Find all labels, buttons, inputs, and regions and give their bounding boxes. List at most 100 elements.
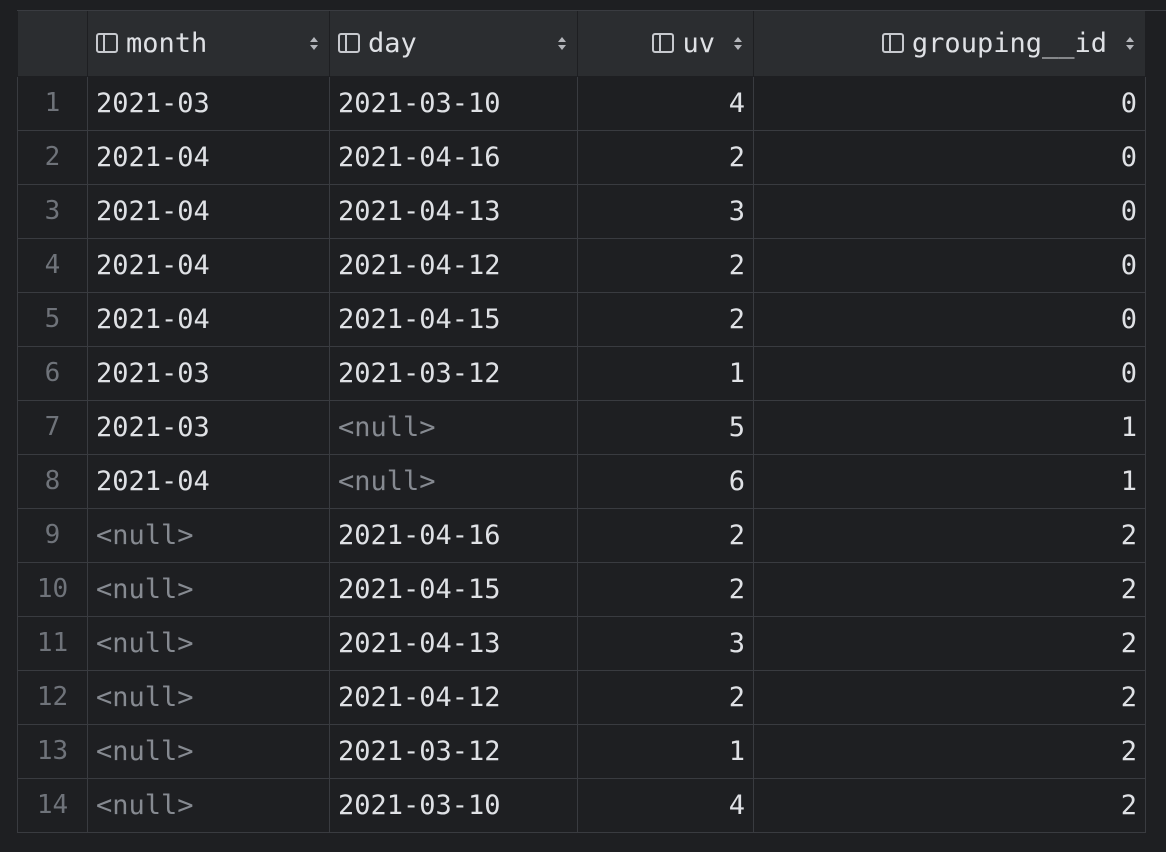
cell-grouping-id[interactable]: 2: [753, 777, 1146, 833]
column-header-label: day: [368, 27, 417, 59]
row-number: 1: [17, 75, 88, 131]
row-number: 9: [17, 507, 88, 563]
cell-day[interactable]: 2021-03-10: [329, 777, 578, 833]
cell-day[interactable]: <null>: [329, 453, 578, 509]
row-number: 2: [17, 129, 88, 185]
cell-day[interactable]: 2021-04-15: [329, 291, 578, 347]
row-number: 13: [17, 723, 88, 779]
cell-grouping-id[interactable]: 1: [753, 453, 1146, 509]
column-header-label: uv: [682, 27, 715, 59]
cell-uv[interactable]: 3: [577, 183, 754, 239]
cell-uv[interactable]: 5: [577, 399, 754, 455]
cell-day[interactable]: 2021-04-12: [329, 669, 578, 725]
cell-uv[interactable]: 4: [577, 75, 754, 131]
row-number: 10: [17, 561, 88, 617]
table-row[interactable]: 3 2021-04 2021-04-13 3 0: [17, 183, 1146, 239]
cell-grouping-id[interactable]: 0: [753, 75, 1146, 131]
table-row[interactable]: 10 <null> 2021-04-15 2 2: [17, 561, 1146, 617]
table-row[interactable]: 2 2021-04 2021-04-16 2 0: [17, 129, 1146, 185]
cell-grouping-id[interactable]: 0: [753, 129, 1146, 185]
column-icon: [338, 33, 360, 54]
cell-grouping-id[interactable]: 0: [753, 345, 1146, 401]
table-row[interactable]: 12 <null> 2021-04-12 2 2: [17, 669, 1146, 725]
table-row[interactable]: 13 <null> 2021-03-12 1 2: [17, 723, 1146, 779]
cell-month[interactable]: <null>: [87, 723, 330, 779]
cell-grouping-id[interactable]: 0: [753, 237, 1146, 293]
column-icon: [652, 33, 675, 54]
row-number: 14: [17, 777, 88, 833]
table-row[interactable]: 4 2021-04 2021-04-12 2 0: [17, 237, 1146, 293]
row-number: 5: [17, 291, 88, 347]
cell-month[interactable]: <null>: [87, 615, 330, 671]
cell-month[interactable]: <null>: [87, 777, 330, 833]
row-number-header: [17, 11, 88, 77]
row-number: 12: [17, 669, 88, 725]
column-header-month[interactable]: month: [87, 11, 330, 77]
table-row[interactable]: 1 2021-03 2021-03-10 4 0: [17, 75, 1146, 131]
cell-month[interactable]: <null>: [87, 507, 330, 563]
cell-day[interactable]: 2021-04-15: [329, 561, 578, 617]
cell-grouping-id[interactable]: 2: [753, 669, 1146, 725]
table-row[interactable]: 14 <null> 2021-03-10 4 2: [17, 777, 1146, 833]
cell-uv[interactable]: 2: [577, 129, 754, 185]
column-header-label: grouping__id: [911, 27, 1107, 59]
cell-day[interactable]: 2021-04-13: [329, 615, 578, 671]
cell-month[interactable]: 2021-04: [87, 129, 330, 185]
table-row[interactable]: 11 <null> 2021-04-13 3 2: [17, 615, 1146, 671]
cell-uv[interactable]: 2: [577, 669, 754, 725]
cell-uv[interactable]: 2: [577, 237, 754, 293]
cell-day[interactable]: 2021-04-13: [329, 183, 578, 239]
cell-month[interactable]: 2021-03: [87, 75, 330, 131]
sort-icon[interactable]: [1123, 36, 1137, 50]
cell-day[interactable]: 2021-03-12: [329, 723, 578, 779]
cell-uv[interactable]: 2: [577, 507, 754, 563]
table-row[interactable]: 7 2021-03 <null> 5 1: [17, 399, 1146, 455]
cell-day[interactable]: 2021-03-12: [329, 345, 578, 401]
sort-icon[interactable]: [555, 36, 569, 50]
column-header-grouping-id[interactable]: grouping__id: [753, 11, 1146, 77]
cell-grouping-id[interactable]: 2: [753, 507, 1146, 563]
cell-uv[interactable]: 1: [577, 723, 754, 779]
cell-uv[interactable]: 1: [577, 345, 754, 401]
cell-uv[interactable]: 2: [577, 561, 754, 617]
cell-uv[interactable]: 2: [577, 291, 754, 347]
cell-month[interactable]: 2021-04: [87, 183, 330, 239]
cell-day[interactable]: 2021-03-10: [329, 75, 578, 131]
cell-month[interactable]: <null>: [87, 669, 330, 725]
cell-day[interactable]: <null>: [329, 399, 578, 455]
sort-icon[interactable]: [307, 36, 321, 50]
cell-day[interactable]: 2021-04-16: [329, 129, 578, 185]
cell-uv[interactable]: 4: [577, 777, 754, 833]
cell-grouping-id[interactable]: 0: [753, 183, 1146, 239]
cell-month[interactable]: <null>: [87, 561, 330, 617]
table-row[interactable]: 6 2021-03 2021-03-12 1 0: [17, 345, 1146, 401]
cell-grouping-id[interactable]: 0: [753, 291, 1146, 347]
cell-uv[interactable]: 3: [577, 615, 754, 671]
cell-grouping-id[interactable]: 1: [753, 399, 1146, 455]
cell-day[interactable]: 2021-04-12: [329, 237, 578, 293]
column-header-day[interactable]: day: [329, 11, 578, 77]
cell-grouping-id[interactable]: 2: [753, 615, 1146, 671]
table-row[interactable]: 8 2021-04 <null> 6 1: [17, 453, 1146, 509]
cell-grouping-id[interactable]: 2: [753, 561, 1146, 617]
row-number: 11: [17, 615, 88, 671]
row-number: 7: [17, 399, 88, 455]
cell-month[interactable]: 2021-04: [87, 291, 330, 347]
cell-month[interactable]: 2021-03: [87, 345, 330, 401]
sort-icon[interactable]: [731, 36, 745, 50]
cell-day[interactable]: 2021-04-16: [329, 507, 578, 563]
cell-grouping-id[interactable]: 2: [753, 723, 1146, 779]
grid-bottom-strip: [17, 833, 1166, 852]
row-number: 4: [17, 237, 88, 293]
table-row[interactable]: 9 <null> 2021-04-16 2 2: [17, 507, 1146, 563]
column-icon: [881, 33, 904, 54]
cell-uv[interactable]: 6: [577, 453, 754, 509]
cell-month[interactable]: 2021-04: [87, 453, 330, 509]
column-header-uv[interactable]: uv: [577, 11, 754, 77]
column-icon: [96, 33, 118, 54]
cell-month[interactable]: 2021-04: [87, 237, 330, 293]
row-number: 8: [17, 453, 88, 509]
table-row[interactable]: 5 2021-04 2021-04-15 2 0: [17, 291, 1146, 347]
result-grid: month day uv: [17, 11, 1146, 833]
cell-month[interactable]: 2021-03: [87, 399, 330, 455]
